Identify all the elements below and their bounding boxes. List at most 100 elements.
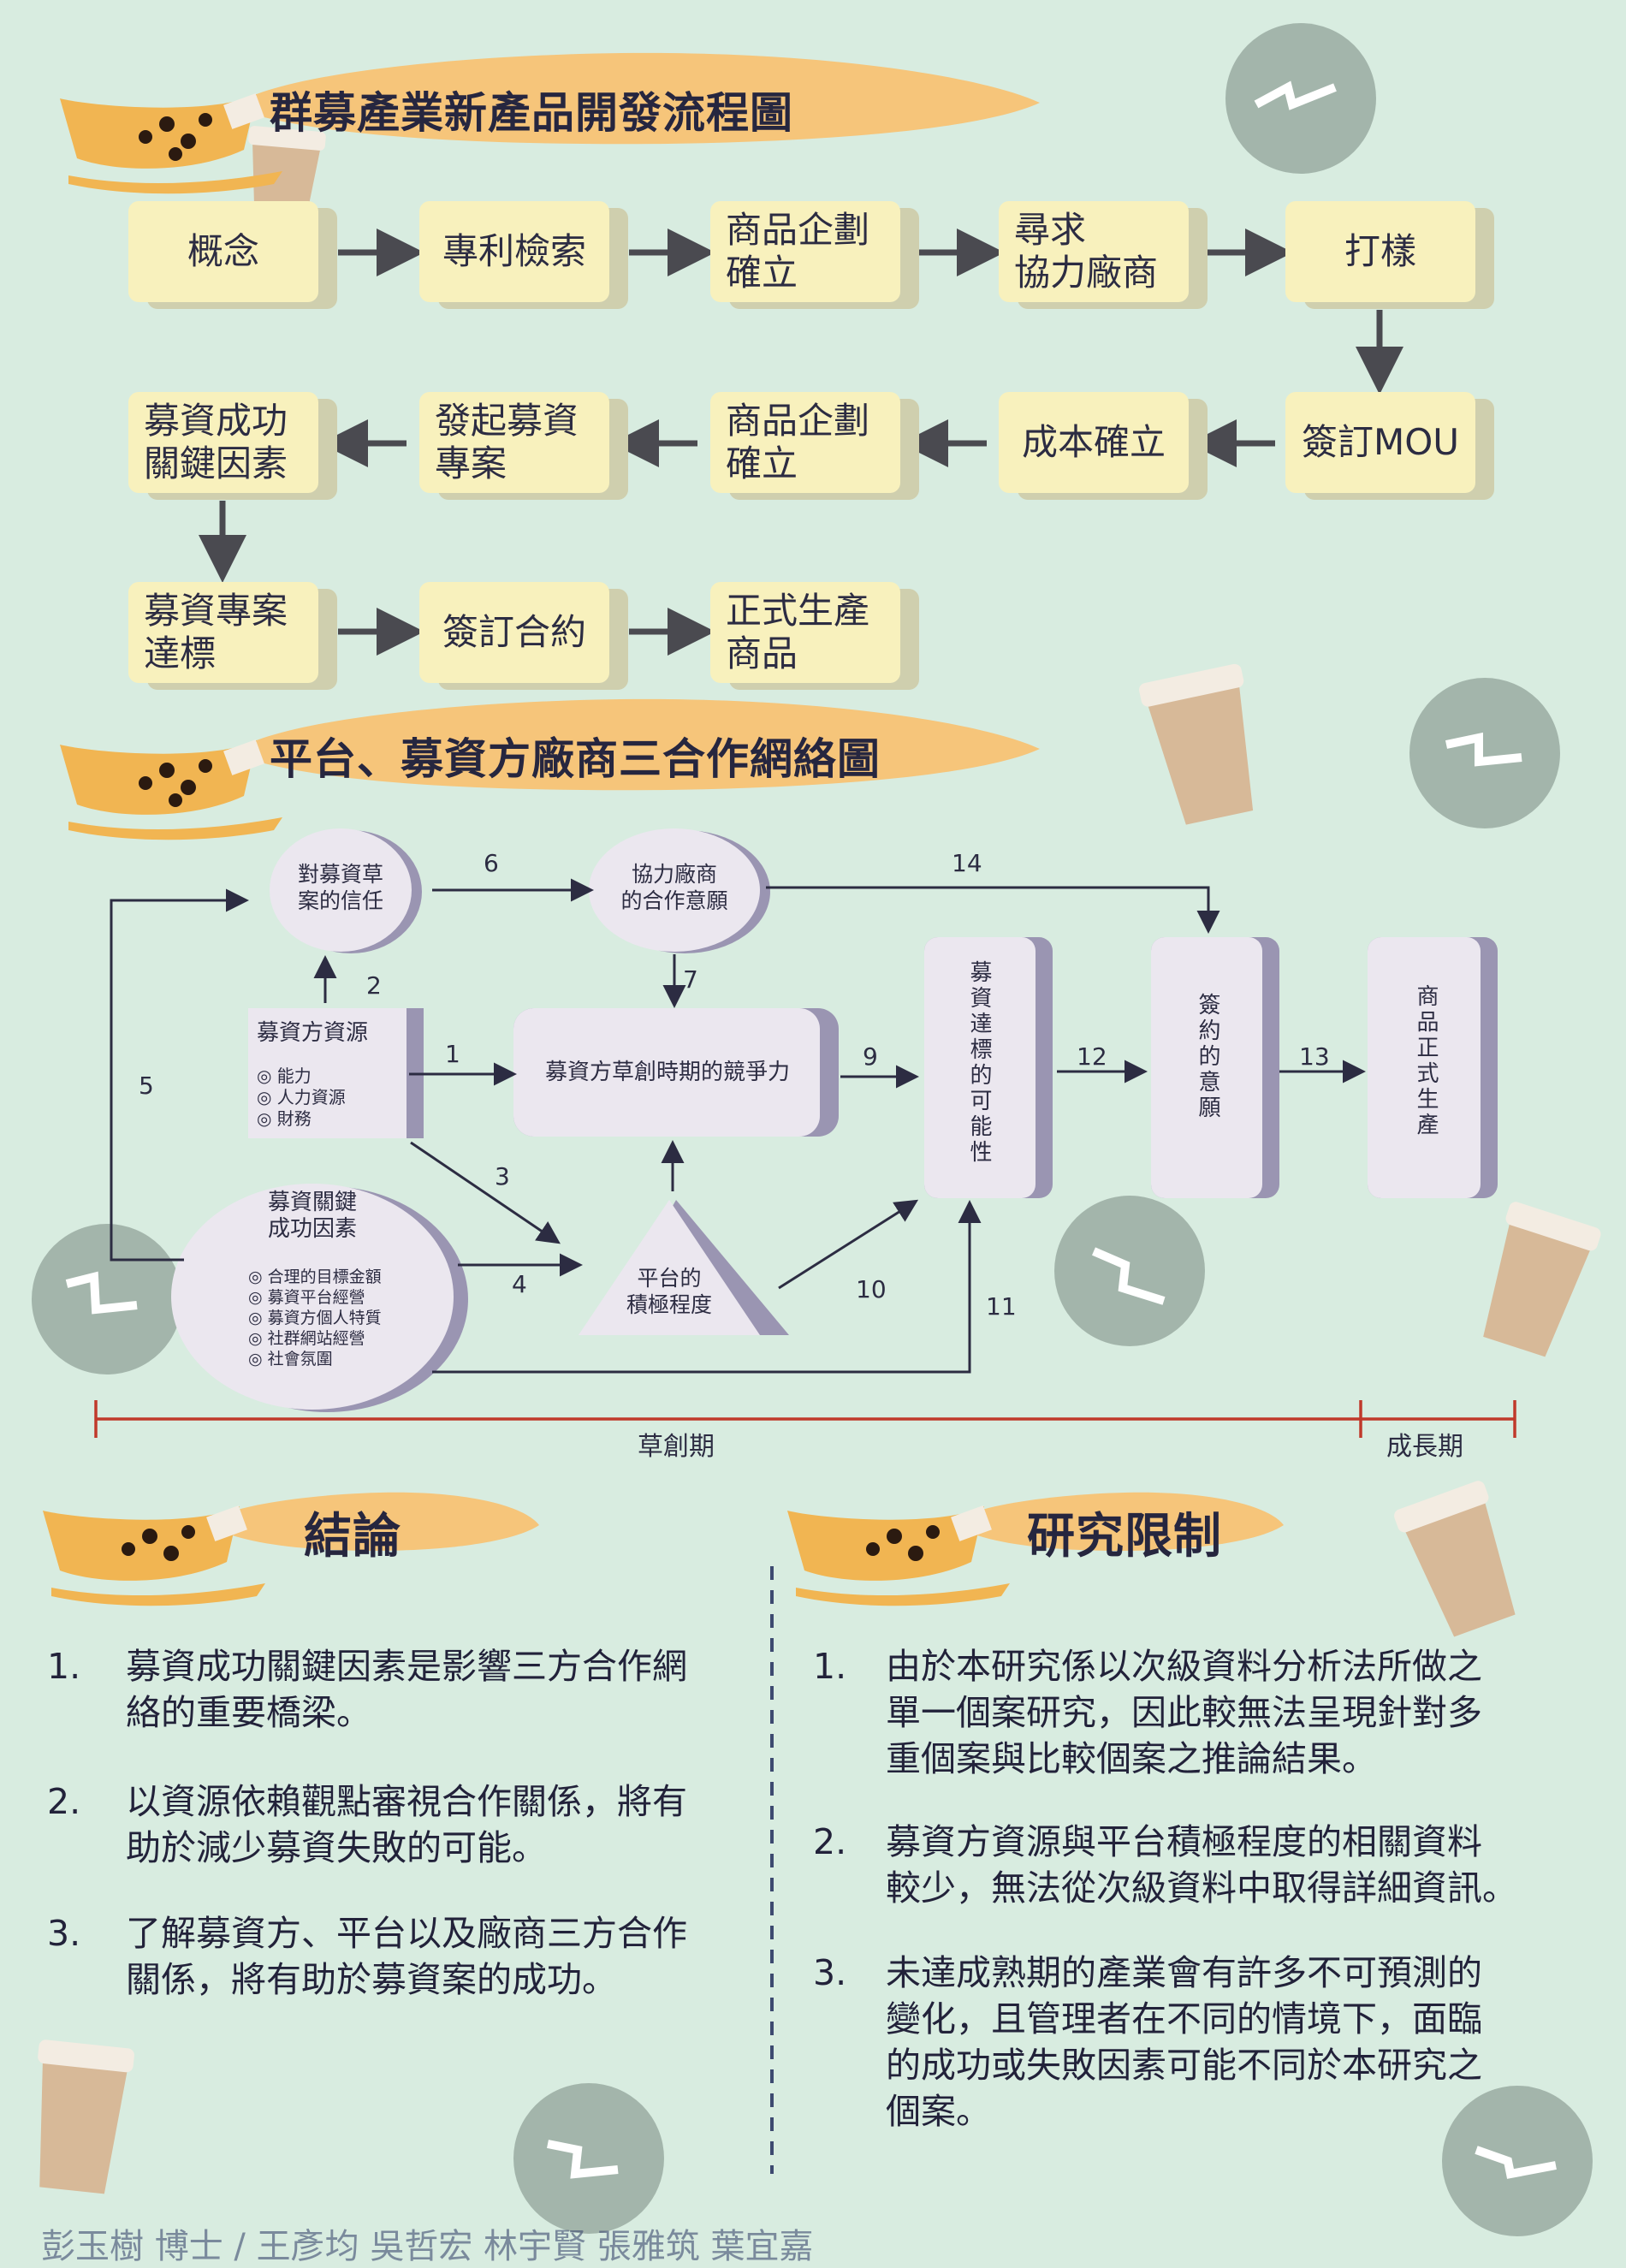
- edge-label: 5: [139, 1072, 154, 1100]
- node-sign-will: [1151, 937, 1262, 1198]
- ksf-title: 募資關鍵 成功因素: [267, 1190, 357, 1242]
- title-banner: [231, 52, 1040, 145]
- item-line: 未達成熟期的產業會有許多不可預測的: [886, 1952, 1482, 1993]
- item-number: 1.: [813, 1646, 847, 1687]
- flow-step-patent-search: 專利檢索: [419, 201, 609, 302]
- badge-icon: [1225, 23, 1376, 174]
- flow-step-ksf: 募資成功 關鍵因素: [128, 392, 318, 493]
- conclusion-title: 結論: [304, 1509, 401, 1564]
- title-banner: [205, 1492, 539, 1551]
- author-line: 彭玉樹 博士 / 王彥均 吳哲宏 林宇賢 張雅筑 葉宜嘉: [41, 2227, 814, 2266]
- item-line: 了解募資方、平台以及廠商三方合作: [126, 1913, 687, 1954]
- item-number: 2.: [47, 1781, 81, 1822]
- conclusion-item: 2. 以資源依賴觀點審視合作關係，將有 助於減少募資失敗的可能。: [47, 1778, 749, 1881]
- edge-label: 12: [1077, 1042, 1107, 1071]
- resources-list: ◎ 能力 ◎ 人力資源 ◎ 財務: [257, 1066, 346, 1130]
- title-banner: [950, 1492, 1284, 1551]
- item-number: 3.: [47, 1913, 81, 1954]
- edge-label: 10: [856, 1275, 887, 1303]
- partner-will-label: 協力廠商 的合作意願: [620, 862, 728, 913]
- coffee-cup-icon: [1483, 1202, 1601, 1357]
- possibility-label: 募資達標的可能性: [966, 960, 992, 1166]
- flow-step-production: 正式生產 商品: [710, 582, 900, 683]
- ksf-item: ◎ 募資平台經營: [248, 1288, 365, 1307]
- network-title: 平台、募資方廠商三合作網絡圖: [270, 734, 881, 784]
- badge-icon: [1409, 678, 1560, 828]
- flow-step-cost: 成本確立: [999, 392, 1189, 493]
- node-resources: [248, 1008, 406, 1138]
- limit-item: 2. 募資方資源與平台積極程度的相關資料 較少，無法從次級資料中取得詳細資訊。: [813, 1819, 1583, 1921]
- item-line: 個案。: [886, 2091, 991, 2132]
- edge-11: [432, 1200, 982, 1374]
- resources-title: 募資方資源: [257, 1020, 369, 1046]
- coffee-cup-icon: [1139, 663, 1254, 825]
- edge-label: 7: [683, 965, 698, 994]
- item-line: 募資成功關鍵因素是影響三方合作網: [126, 1646, 687, 1687]
- bubble-tea-icon: [60, 93, 282, 194]
- flow-step-goal-reached: 募資專案 達標: [128, 582, 318, 683]
- conclusion-item: 3. 了解募資方、平台以及廠商三方合作 關係，將有助於募資案的成功。: [47, 1910, 749, 2013]
- item-line: 重個案與比較個案之推論結果。: [886, 1738, 1377, 1779]
- badge-icon: [1054, 1196, 1205, 1346]
- flow-step-mou: 簽訂MOU: [1285, 392, 1475, 493]
- flow-step-launch: 發起募資 專案: [419, 392, 609, 493]
- edge-5: [110, 888, 249, 1262]
- coffee-cup-icon: [1394, 1481, 1516, 1637]
- edge-label: 11: [986, 1292, 1017, 1321]
- flow-step-contract: 簽訂合約: [419, 582, 609, 683]
- edge-label: 2: [366, 971, 382, 1000]
- node-trust: [270, 828, 412, 952]
- flow-title: 群募產業新產品開發流程圖: [270, 88, 793, 138]
- ksf-item: ◎ 社會氛圍: [248, 1350, 333, 1369]
- item-line: 的成功或失敗因素可能不同於本研究之: [886, 2045, 1482, 2086]
- edge-10: [778, 1199, 919, 1290]
- badge-icon: [513, 2083, 664, 2234]
- ksf-item: ◎ 合理的目標金額: [248, 1268, 382, 1286]
- item-line: 以資源依賴觀點審視合作關係，將有: [126, 1781, 687, 1822]
- node-competitiveness: [513, 1008, 820, 1137]
- badge-icon: [1442, 2086, 1593, 2236]
- item-line: 助於減少募資失敗的可能。: [126, 1827, 547, 1868]
- item-line: 單一個案研究，因此較無法呈現針對多: [886, 1692, 1482, 1733]
- resource-item: ◎ 財務: [257, 1108, 312, 1129]
- coffee-cup-icon: [248, 126, 326, 207]
- edge-3: [410, 1141, 561, 1244]
- node-production: [1368, 937, 1481, 1198]
- timeline-growth-label: 成長期: [1386, 1432, 1463, 1462]
- flow-step-concept: 概念: [128, 201, 318, 302]
- resource-item: ◎ 能力: [257, 1066, 312, 1086]
- edge-14: [766, 886, 1220, 934]
- flow-step-plan: 商品企劃 確立: [710, 201, 900, 302]
- item-number: 2.: [813, 1821, 847, 1862]
- flow-step-plan-2: 商品企劃 確立: [710, 392, 900, 493]
- edge-label: 9: [863, 1042, 878, 1071]
- platform-label: 平台的 積極程度: [626, 1266, 712, 1317]
- item-line: 由於本研究係以次級資料分析法所做之: [886, 1646, 1482, 1687]
- limits-title: 研究限制: [1027, 1509, 1222, 1564]
- ksf-list: ◎ 合理的目標金額 ◎ 募資平台經營 ◎ 募資方個人特質 ◎ 社群網站經營 ◎ …: [248, 1267, 382, 1369]
- trust-label: 對募資草 案的信任: [297, 862, 383, 913]
- production-label: 商品正式生產: [1413, 984, 1439, 1138]
- node-partner: [589, 828, 760, 952]
- flow-step-find-partner: 尋求 協力廠商: [999, 201, 1189, 302]
- item-line: 較少，無法從次級資料中取得詳細資訊。: [886, 1867, 1517, 1909]
- item-line: 變化，且管理者在不同的情境下，面臨: [886, 1998, 1482, 2039]
- item-line: 關係，將有助於募資案的成功。: [126, 1959, 617, 2000]
- flow-step-prototype: 打樣: [1285, 201, 1475, 302]
- edge-label: 13: [1299, 1042, 1330, 1071]
- edge-label: 14: [952, 849, 982, 877]
- timeline-startup-label: 草創期: [638, 1432, 715, 1462]
- node-ksf: [171, 1184, 454, 1410]
- item-number: 1.: [47, 1646, 81, 1687]
- bubble-tea-icon: [43, 1505, 265, 1606]
- limit-item: 1. 由於本研究係以次級資料分析法所做之 單一個案研究，因此較無法呈現針對多 重…: [813, 1643, 1583, 1789]
- sign-will-label: 簽約的意願: [1195, 993, 1220, 1121]
- bubble-tea-icon: [60, 739, 282, 840]
- competitiveness-label: 募資方草創時期的競爭力: [544, 1060, 790, 1085]
- item-line: 募資方資源與平台積極程度的相關資料: [886, 1821, 1482, 1862]
- ksf-item: ◎ 社群網站經營: [248, 1329, 365, 1348]
- title-banner: [231, 698, 1040, 791]
